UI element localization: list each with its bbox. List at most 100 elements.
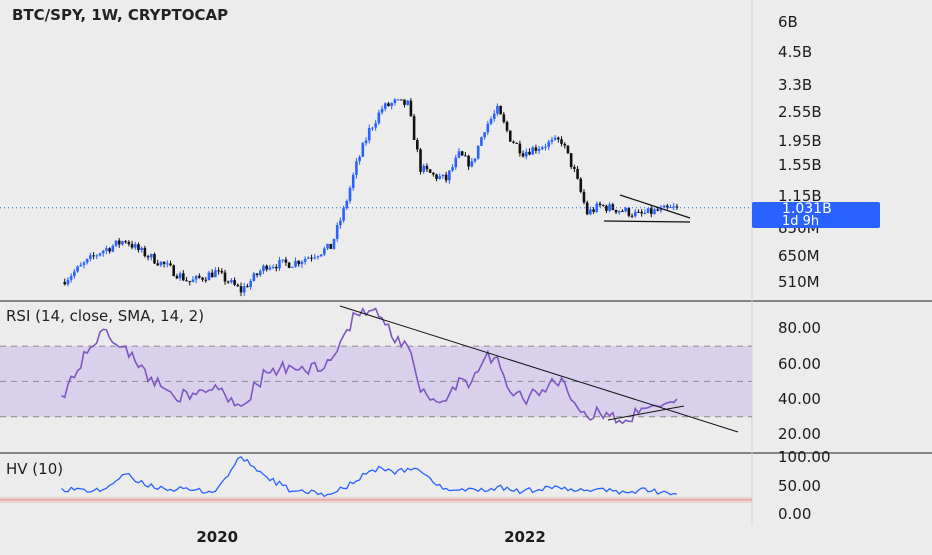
candle-down [127,242,131,245]
candle-up [76,266,79,272]
price-tick-label: 6B [778,13,798,32]
candle-up [159,261,163,266]
candle-down [569,153,573,167]
rsi-tick-label: 40.00 [778,390,821,409]
candle-down [226,281,230,283]
candle-up [608,204,611,211]
hv-title: HV (10) [6,460,64,478]
candle-down [220,270,224,273]
candle-down [182,273,185,281]
candle-down [425,165,429,170]
candle-down [666,205,669,208]
candle-down [515,142,518,144]
candle-down [63,282,67,285]
candle-down [287,262,291,268]
candle-down [175,276,179,279]
candle-down [649,208,653,214]
candle-down [124,241,127,243]
candle-down [265,265,268,270]
candle-up [531,147,534,155]
candle-up [589,209,592,215]
candle-up [95,255,99,257]
candle-down [557,137,560,140]
candle-down [201,277,204,280]
candle-up [313,257,317,259]
candle-down [614,209,618,213]
candle-down [432,172,435,175]
candle-up [291,266,294,268]
candle-down [143,247,147,257]
candle-up [390,103,393,106]
price-tick-label: 1.15B [778,187,822,206]
candle-down [108,248,111,252]
candle-down [528,151,531,155]
price-tick-label: 510M [778,273,820,291]
candle-down [217,270,220,272]
candle-down [534,147,538,151]
candle-up [480,137,483,146]
candle-up [396,99,400,101]
candle-up [89,255,92,259]
candle-up [653,209,656,214]
hv-tick-label: 50.00 [778,476,821,495]
candle-up [358,156,361,162]
time-tick-label: 2022 [504,528,546,546]
candle-down [563,143,567,146]
candle-up [332,238,336,249]
candle-down [576,168,579,179]
candle-down [223,272,227,282]
candle-down [153,253,156,264]
candle-down [284,259,288,263]
candle-up [121,241,124,245]
candle-up [262,265,265,272]
candle-down [310,257,313,259]
candle-up [105,248,108,251]
candle-up [140,247,143,250]
candle-down [675,206,679,208]
candle-up [371,127,374,129]
candle-up [377,112,381,124]
candle-up [316,256,320,258]
candle-down [246,286,249,288]
rsi-downtrend-line [339,305,739,433]
candle-up [351,174,355,188]
candle-up [339,220,342,226]
candle-down [621,210,624,212]
candle-up [342,208,345,221]
candle-down [185,280,188,282]
candle-down [467,155,470,167]
candle-down [409,100,413,117]
candle-up [348,187,352,201]
candle-down [518,143,522,154]
candle-up [149,253,153,258]
candle-down [117,240,121,245]
candle-down [188,281,192,283]
rsi-title: RSI (14, close, SMA, 14, 2) [6,307,205,325]
candle-up [258,271,262,276]
candle-up [303,258,307,262]
candle-up [524,151,528,157]
candle-up [300,261,304,265]
candle-up [242,286,246,293]
candle-down [239,286,243,293]
chart-title: BTC/SPY, 1W, CRYPTOCAP [12,6,229,24]
candle-up [492,113,496,119]
candle-up [448,170,451,181]
hv-line [61,456,678,498]
candle-down [233,280,236,285]
candle-up [669,207,672,209]
candle-up [406,100,409,105]
candle-up [194,275,198,280]
candle-up [294,260,297,267]
candle-down [156,263,159,266]
candle-up [367,128,371,141]
candle-up [114,240,118,246]
candle-up [345,200,349,209]
hv-tick-label: 0.00 [778,505,812,524]
candle-up [214,270,217,278]
candle-down [508,130,512,142]
candle-up [191,279,195,283]
candle-down [460,151,464,156]
